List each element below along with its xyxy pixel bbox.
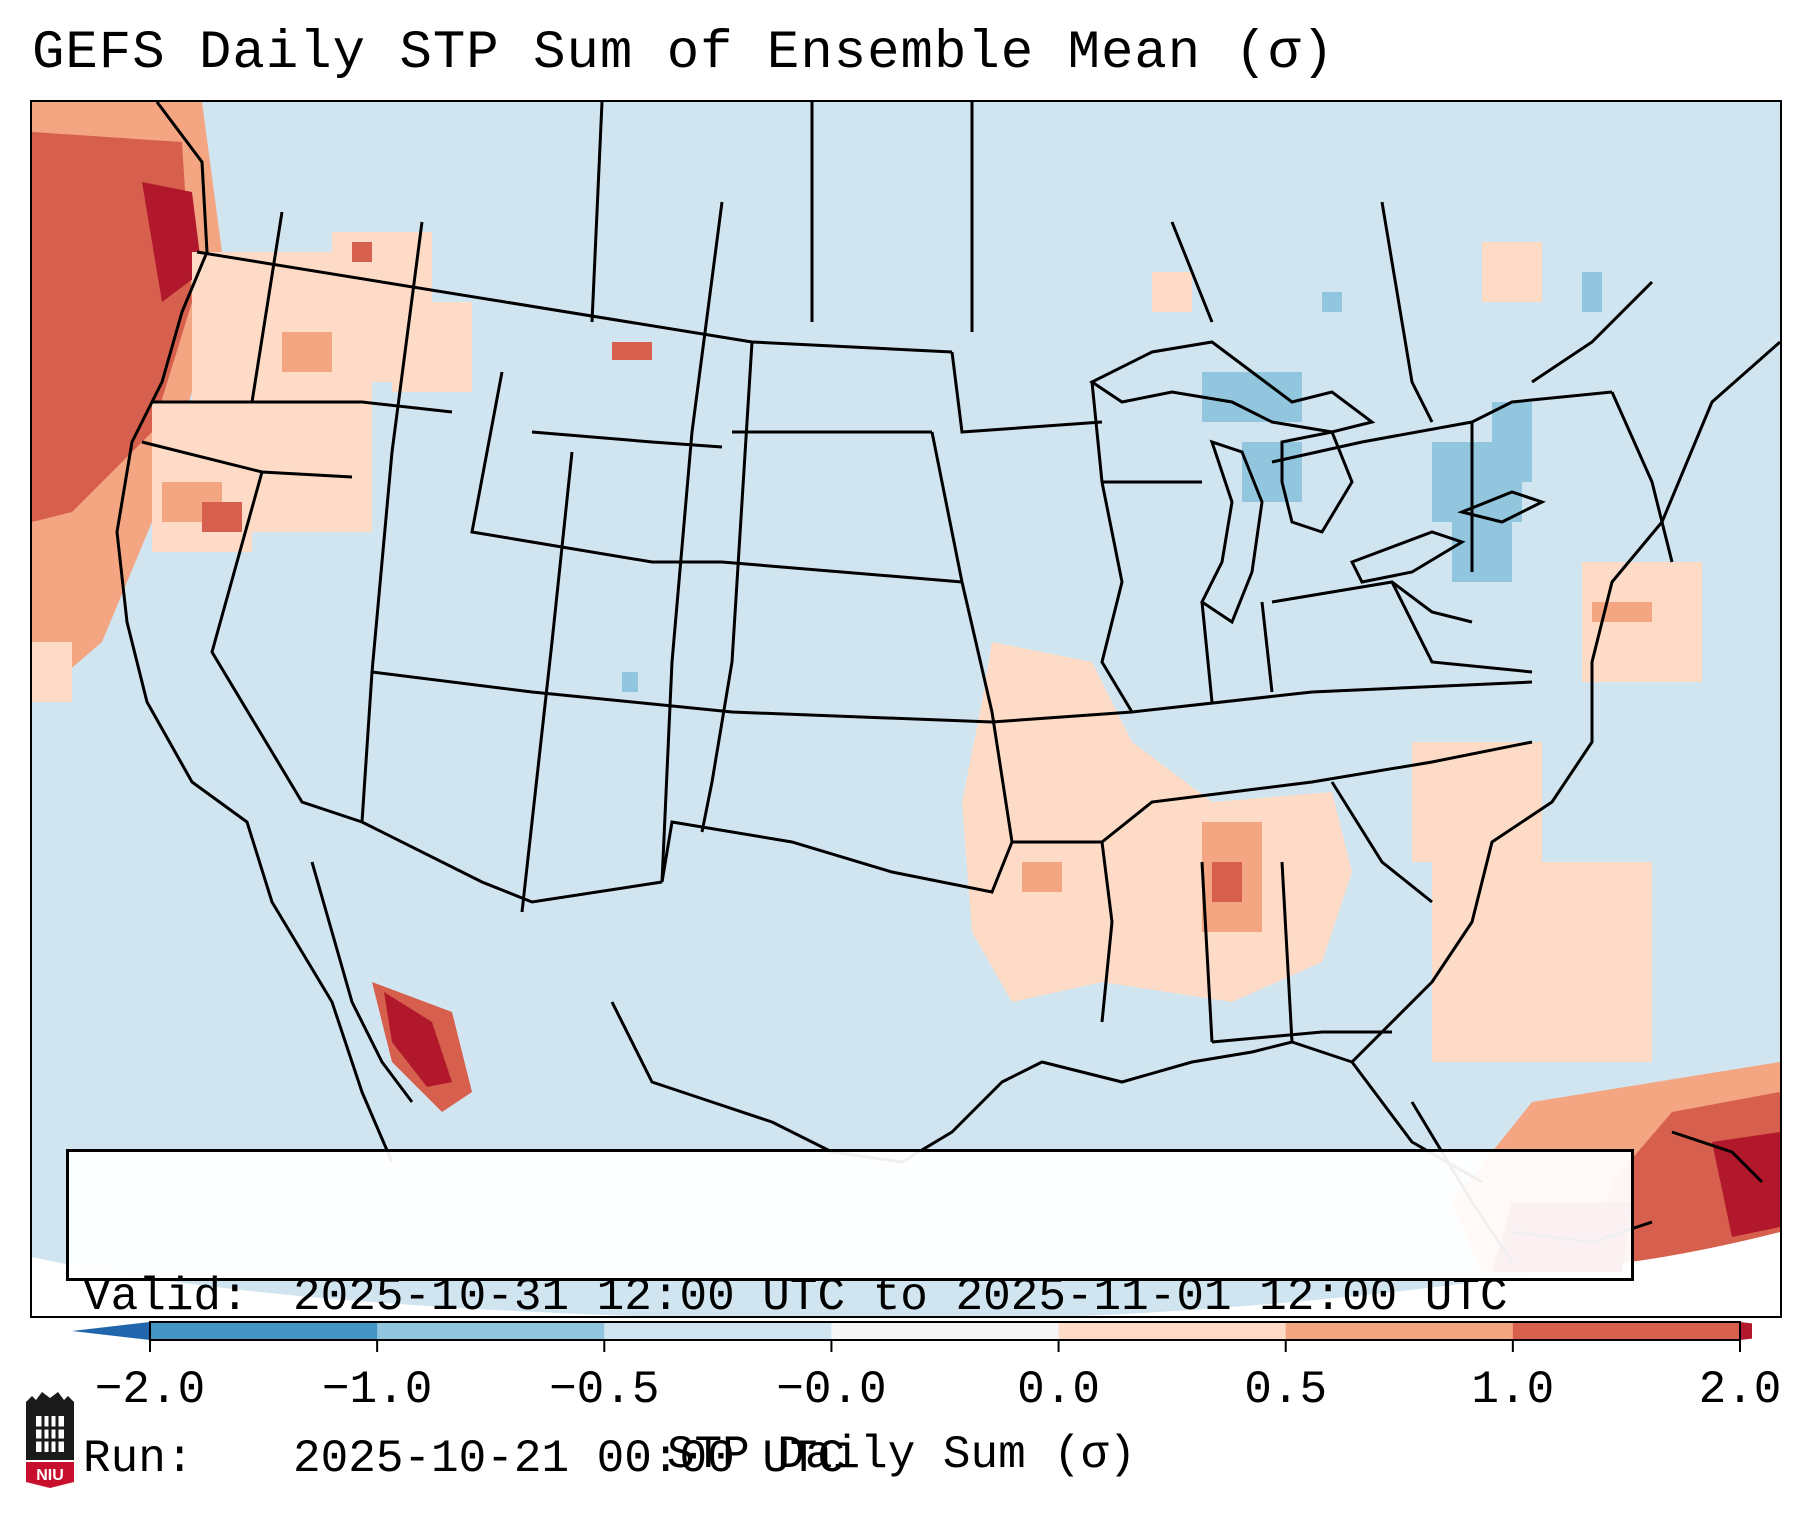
valid-run-infobox: Valid: 2025-10-31 12:00 UTC to 2025-11-01… xyxy=(66,1149,1634,1485)
colorbar-frame xyxy=(149,1321,1741,1341)
valid-label: Valid: xyxy=(83,1271,249,1323)
colorbar-tick-label: 0.0 xyxy=(1017,1364,1100,1416)
colorbar-bin xyxy=(1512,1322,1741,1340)
colorbar-over-arrow xyxy=(1740,1322,1752,1340)
map-domain xyxy=(32,102,1780,1316)
colorbar-bin xyxy=(831,1322,1060,1340)
map-svg xyxy=(32,102,1780,1316)
colorbar-label: STP Daily Sum (σ) xyxy=(666,1429,1137,1481)
colorbar-under-arrow xyxy=(72,1322,150,1340)
colorbar-bin xyxy=(1285,1322,1514,1340)
anomaly-gulf-of-california xyxy=(372,982,472,1112)
anomaly-pacific-northwest xyxy=(32,102,652,702)
colorbar-tick-label: −0.0 xyxy=(776,1364,887,1416)
colorbar-tick-label: −0.5 xyxy=(549,1364,660,1416)
niu-logo-text: NIU xyxy=(36,1467,64,1484)
anomaly-great-lakes xyxy=(622,272,1602,692)
colorbar-tick-label: 0.5 xyxy=(1244,1364,1328,1416)
map-title: GEFS Daily STP Sum of Ensemble Mean (σ) xyxy=(32,23,1335,84)
colorbar-bin xyxy=(377,1322,605,1340)
run-value: 2025-10-21 00:00 UTC xyxy=(293,1433,846,1485)
valid-line: Valid: 2025-10-31 12:00 UTC to 2025-11-01… xyxy=(83,1270,1631,1324)
valid-value: 2025-10-31 12:00 UTC to 2025-11-01 12:00… xyxy=(293,1271,1508,1323)
run-label: Run: xyxy=(83,1433,194,1485)
run-line: Run: 2025-10-21 00:00 UTC xyxy=(83,1432,1631,1486)
colorbar-bin xyxy=(604,1322,832,1340)
anomaly-southeast xyxy=(962,242,1702,1062)
colorbar-tick-label: −1.0 xyxy=(321,1364,433,1416)
colorbar-tick-label: 1.0 xyxy=(1471,1364,1555,1416)
map-panel[interactable] xyxy=(30,100,1782,1318)
state-borders xyxy=(141,102,1674,1044)
colorbar-bin xyxy=(150,1322,378,1340)
colorbar-bin xyxy=(1058,1322,1287,1340)
niu-logo: NIU xyxy=(26,1392,74,1488)
colorbar-tick-label: −2.0 xyxy=(94,1364,206,1416)
colorbar-tick-label: 2.0 xyxy=(1698,1364,1782,1416)
great-lakes-outline xyxy=(1089,340,1546,625)
colorbar xyxy=(72,1321,1752,1352)
